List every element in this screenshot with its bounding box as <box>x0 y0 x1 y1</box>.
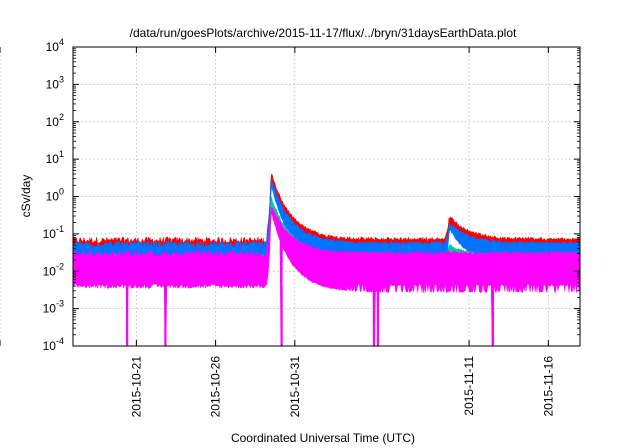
y-tick-label: 10-2 <box>43 261 64 278</box>
y-axis-label: cSv/day <box>19 175 33 218</box>
y-tick-label: 102 <box>46 112 64 129</box>
x-tick-label: 2015-10-31 <box>288 356 302 418</box>
x-tick-label: 2015-10-26 <box>209 356 223 418</box>
y-tick-label: 103 <box>46 74 64 91</box>
y-tick-label: 101 <box>46 149 64 166</box>
y-tick-label: 104 <box>46 37 64 54</box>
x-axis-label: Coordinated Universal Time (UTC) <box>231 431 415 445</box>
y-tick-label: 10-1 <box>43 224 64 241</box>
y-tick-label: 10-3 <box>43 299 64 316</box>
x-tick-label: 2015-10-21 <box>129 356 143 418</box>
x-tick-label: 2015-11-11 <box>462 356 476 416</box>
x-tick-label: 2015-11-16 <box>541 356 555 417</box>
series-4-band <box>72 206 581 347</box>
chart-title: /data/run/goesPlots/archive/2015-11-17/f… <box>130 26 517 40</box>
y-tick-label: 100 <box>46 187 64 204</box>
plot-area <box>72 173 581 347</box>
y-axis: 10-4 10-3 10-2 10-1 100 101 102 103 104 <box>43 37 580 353</box>
y-tick-label: 10-4 <box>43 336 64 353</box>
